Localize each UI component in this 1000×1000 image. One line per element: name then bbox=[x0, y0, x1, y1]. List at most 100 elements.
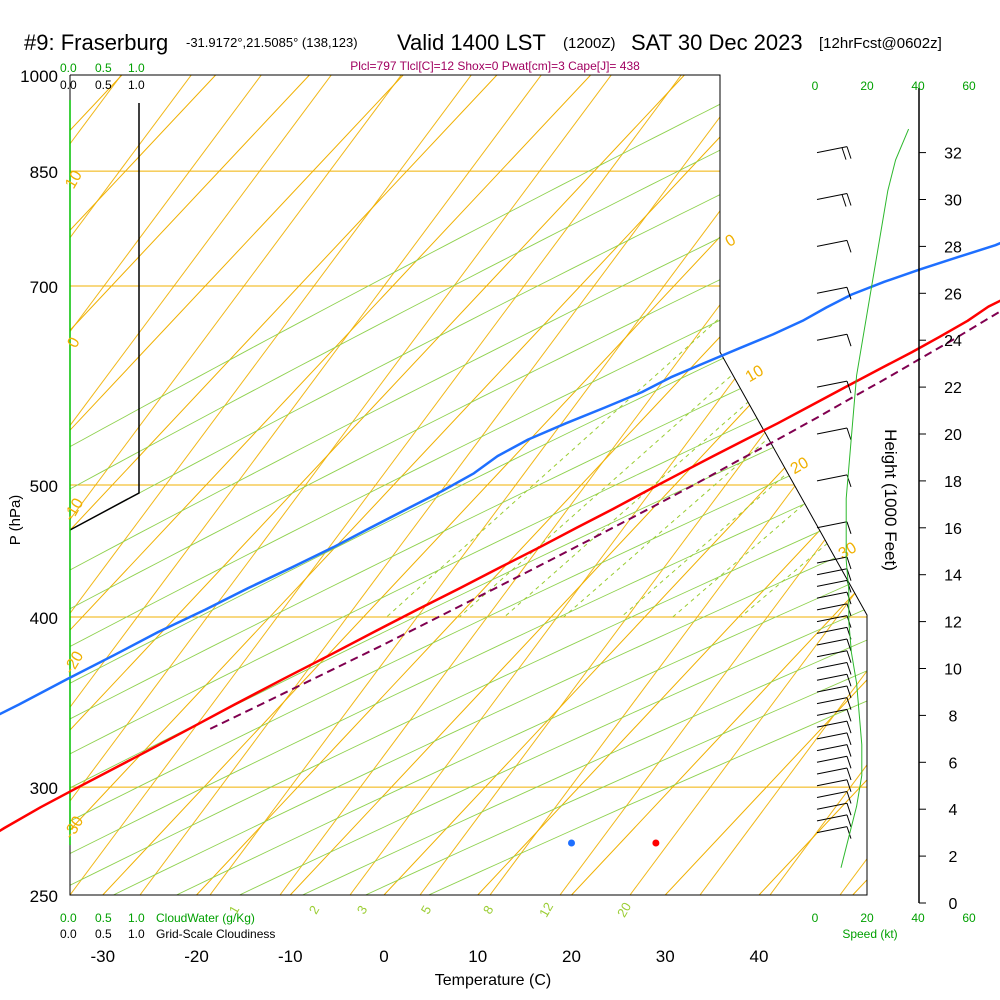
wind-barb-feather bbox=[846, 791, 852, 804]
height-tick-label: 20 bbox=[944, 427, 962, 444]
height-tick-label: 4 bbox=[949, 802, 958, 819]
moist-adiabat-line bbox=[70, 75, 779, 895]
adiabat-line bbox=[489, 75, 867, 895]
height-tick-label: 28 bbox=[944, 239, 962, 256]
station-coords: -31.9172°,21.5085° (138,123) bbox=[186, 35, 358, 50]
wind-barb-staff bbox=[816, 720, 848, 728]
adiabat-line bbox=[139, 75, 867, 895]
cloud-tick-green-1: 0.5 bbox=[95, 61, 112, 75]
moist-adiabat-line bbox=[302, 75, 867, 895]
temperature-tick-label: 10 bbox=[468, 947, 487, 966]
wind-barb-staff bbox=[816, 556, 848, 564]
wind-bottom-tick-2: 40 bbox=[911, 911, 925, 925]
cloud-bottom-black-2: 1.0 bbox=[128, 927, 145, 941]
wind-barb-staff bbox=[816, 427, 848, 435]
wind-barb-staff bbox=[816, 474, 848, 482]
wind-barb-staff bbox=[816, 626, 848, 634]
moist-adiabat-line bbox=[176, 75, 867, 895]
wind-barb-feather bbox=[846, 240, 852, 253]
height-tick-label: 0 bbox=[949, 896, 958, 913]
cloud-bottom-black-0: 0.0 bbox=[60, 927, 77, 941]
adiabat-line bbox=[349, 75, 867, 895]
height-tick-label: 18 bbox=[944, 474, 962, 491]
adiabat-line bbox=[70, 75, 867, 895]
cloud-tick-black-2: 1.0 bbox=[128, 78, 145, 92]
wind-barb-staff bbox=[816, 755, 848, 763]
isotherm-line bbox=[70, 75, 310, 895]
wind-top-tick-2: 40 bbox=[911, 79, 925, 93]
mixing-ratio-line bbox=[504, 75, 867, 618]
station-title: #9: Fraserburg bbox=[24, 30, 168, 55]
isotherm-label: -30 bbox=[61, 813, 87, 842]
pressure-tick-label: 250 bbox=[30, 887, 58, 906]
cloud-bottom-green-0: 0.0 bbox=[60, 911, 77, 925]
wind-barb-staff bbox=[816, 591, 848, 599]
isotherm-line bbox=[758, 75, 867, 895]
moist-adiabat-line bbox=[70, 75, 867, 895]
wind-bottom-tick-1: 20 bbox=[860, 911, 874, 925]
mixing-ratio-label: 2 bbox=[306, 903, 323, 917]
wind-bottom-tick-3: 60 bbox=[962, 911, 976, 925]
height-tick-label: 16 bbox=[944, 521, 962, 538]
wind-top-tick-1: 20 bbox=[860, 79, 874, 93]
wind-barb-staff bbox=[816, 767, 848, 775]
pressure-tick-label: 300 bbox=[30, 779, 58, 798]
adiabat-line bbox=[70, 75, 191, 895]
surface-dewpoint-dot bbox=[568, 839, 575, 847]
isotherm-line bbox=[852, 75, 867, 895]
height-tick-label: 10 bbox=[944, 662, 962, 679]
wind-barb-feather bbox=[846, 521, 852, 534]
adiabat-line bbox=[209, 75, 867, 895]
parcel-indices: Plcl=797 Tlcl[C]=12 Shox=0 Pwat[cm]=3 Ca… bbox=[350, 59, 640, 73]
pressure-tick-label: 500 bbox=[30, 477, 58, 496]
wind-barb-feather bbox=[846, 568, 852, 581]
height-tick-label: 6 bbox=[949, 755, 958, 772]
isotherm-line bbox=[0, 75, 28, 895]
wind-barb-feather bbox=[846, 146, 852, 159]
wind-barb-staff bbox=[816, 579, 848, 587]
isotherm-label: 0 bbox=[723, 231, 739, 250]
adiabat-line bbox=[839, 75, 867, 895]
wind-barb-feather bbox=[846, 193, 852, 206]
wind-barb-feather bbox=[846, 697, 852, 710]
height-tick-label: 26 bbox=[944, 286, 962, 303]
height-tick-label: 2 bbox=[949, 849, 958, 866]
height-tick-label: 22 bbox=[944, 380, 962, 397]
cloudiness-profile bbox=[69, 103, 140, 531]
surface-temperature-dot bbox=[652, 839, 660, 847]
wind-barb-staff bbox=[816, 673, 848, 681]
wind-barb-staff bbox=[816, 814, 848, 822]
height-tick-label: 30 bbox=[944, 193, 962, 210]
temperature-trace bbox=[0, 299, 1000, 833]
grid-clip-group bbox=[0, 75, 867, 895]
forecast-date: SAT 30 Dec 2023 bbox=[631, 30, 803, 55]
moist-adiabat-line bbox=[70, 75, 867, 895]
temperature-tick-label: 30 bbox=[656, 947, 675, 966]
mixing-ratio-label: 3 bbox=[354, 903, 371, 917]
dewpoint-trace bbox=[0, 241, 1000, 716]
wind-barb-staff bbox=[816, 826, 848, 834]
isotherm-line bbox=[70, 75, 217, 895]
isotherm-line bbox=[70, 75, 404, 895]
moist-adiabat-line bbox=[239, 75, 867, 895]
temperature-tick-label: -10 bbox=[278, 947, 303, 966]
adiabat-line bbox=[279, 75, 867, 895]
wind-barb-staff bbox=[816, 802, 848, 810]
wind-barb-staff bbox=[816, 662, 848, 669]
wind-barb-feather bbox=[846, 803, 852, 816]
wind-barb-feather bbox=[846, 685, 852, 699]
wind-barb-feather bbox=[846, 814, 852, 828]
isotherm-label: 10 bbox=[62, 168, 86, 192]
parcel-trace bbox=[205, 310, 1000, 732]
wind-barb-feather bbox=[841, 194, 847, 207]
isotherm-label: 20 bbox=[788, 454, 812, 478]
wind-barb-feather bbox=[846, 650, 852, 663]
isotherm-line bbox=[571, 75, 867, 895]
cloud-tick-green-2: 1.0 bbox=[128, 61, 145, 75]
height-tick-label: 14 bbox=[944, 568, 962, 585]
wind-barb-staff bbox=[816, 638, 848, 646]
isotherm-label: -20 bbox=[61, 648, 87, 677]
wind-barb-feather bbox=[846, 556, 852, 570]
height-tick-label: 12 bbox=[944, 615, 962, 632]
wind-barb-staff bbox=[816, 708, 848, 716]
